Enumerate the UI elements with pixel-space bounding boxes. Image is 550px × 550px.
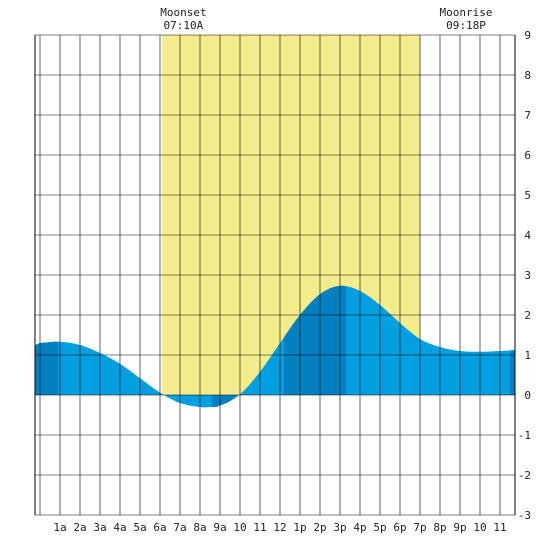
moon-event-time: 07:10A [164,19,204,32]
x-tick-label: 2p [313,521,326,534]
tide-area-dark-band [510,350,515,395]
moon-event-time: 09:18P [446,19,486,32]
y-tick-label: 5 [524,189,531,202]
moon-event-label: Moonrise [440,6,493,19]
x-tick-label: 4a [113,521,126,534]
x-tick-label: 9a [213,521,226,534]
y-tick-label: 2 [524,309,531,322]
x-tick-label: 6a [153,521,166,534]
x-tick-label: 1a [53,521,66,534]
x-tick-label: 4p [353,521,366,534]
x-tick-label: 2a [73,521,86,534]
y-tick-label: 7 [524,109,531,122]
tide-area-dark-band [284,285,346,395]
x-tick-label: 8p [433,521,446,534]
tide-area [35,285,515,408]
x-tick-label: 11 [253,521,266,534]
moon-event-label: Moonset [160,6,206,19]
x-tick-label: 6p [393,521,406,534]
y-tick-label: 6 [524,149,531,162]
x-tick-label: 10 [473,521,486,534]
y-tick-label: 4 [524,229,531,242]
y-tick-label: -2 [518,469,531,482]
x-tick-label: 7a [173,521,186,534]
y-tick-label: 3 [524,269,531,282]
x-tick-label: 9p [453,521,466,534]
x-tick-label: 10 [233,521,246,534]
x-tick-label: 7p [413,521,426,534]
y-tick-label: 9 [524,29,531,42]
tide-area-dark-band [35,341,58,395]
y-tick-label: -1 [518,429,531,442]
y-tick-label: 8 [524,69,531,82]
tide-area-dark-band [212,395,238,407]
y-tick-label: -3 [518,509,531,522]
x-tick-label: 5a [133,521,146,534]
x-tick-label: 5p [373,521,386,534]
x-tick-label: 12 [273,521,286,534]
y-tick-label: 1 [524,349,531,362]
x-tick-label: 3p [333,521,346,534]
x-tick-label: 11 [493,521,506,534]
x-tick-label: 1p [293,521,306,534]
x-tick-label: 8a [193,521,206,534]
y-tick-label: 0 [524,389,531,402]
x-tick-label: 3a [93,521,106,534]
